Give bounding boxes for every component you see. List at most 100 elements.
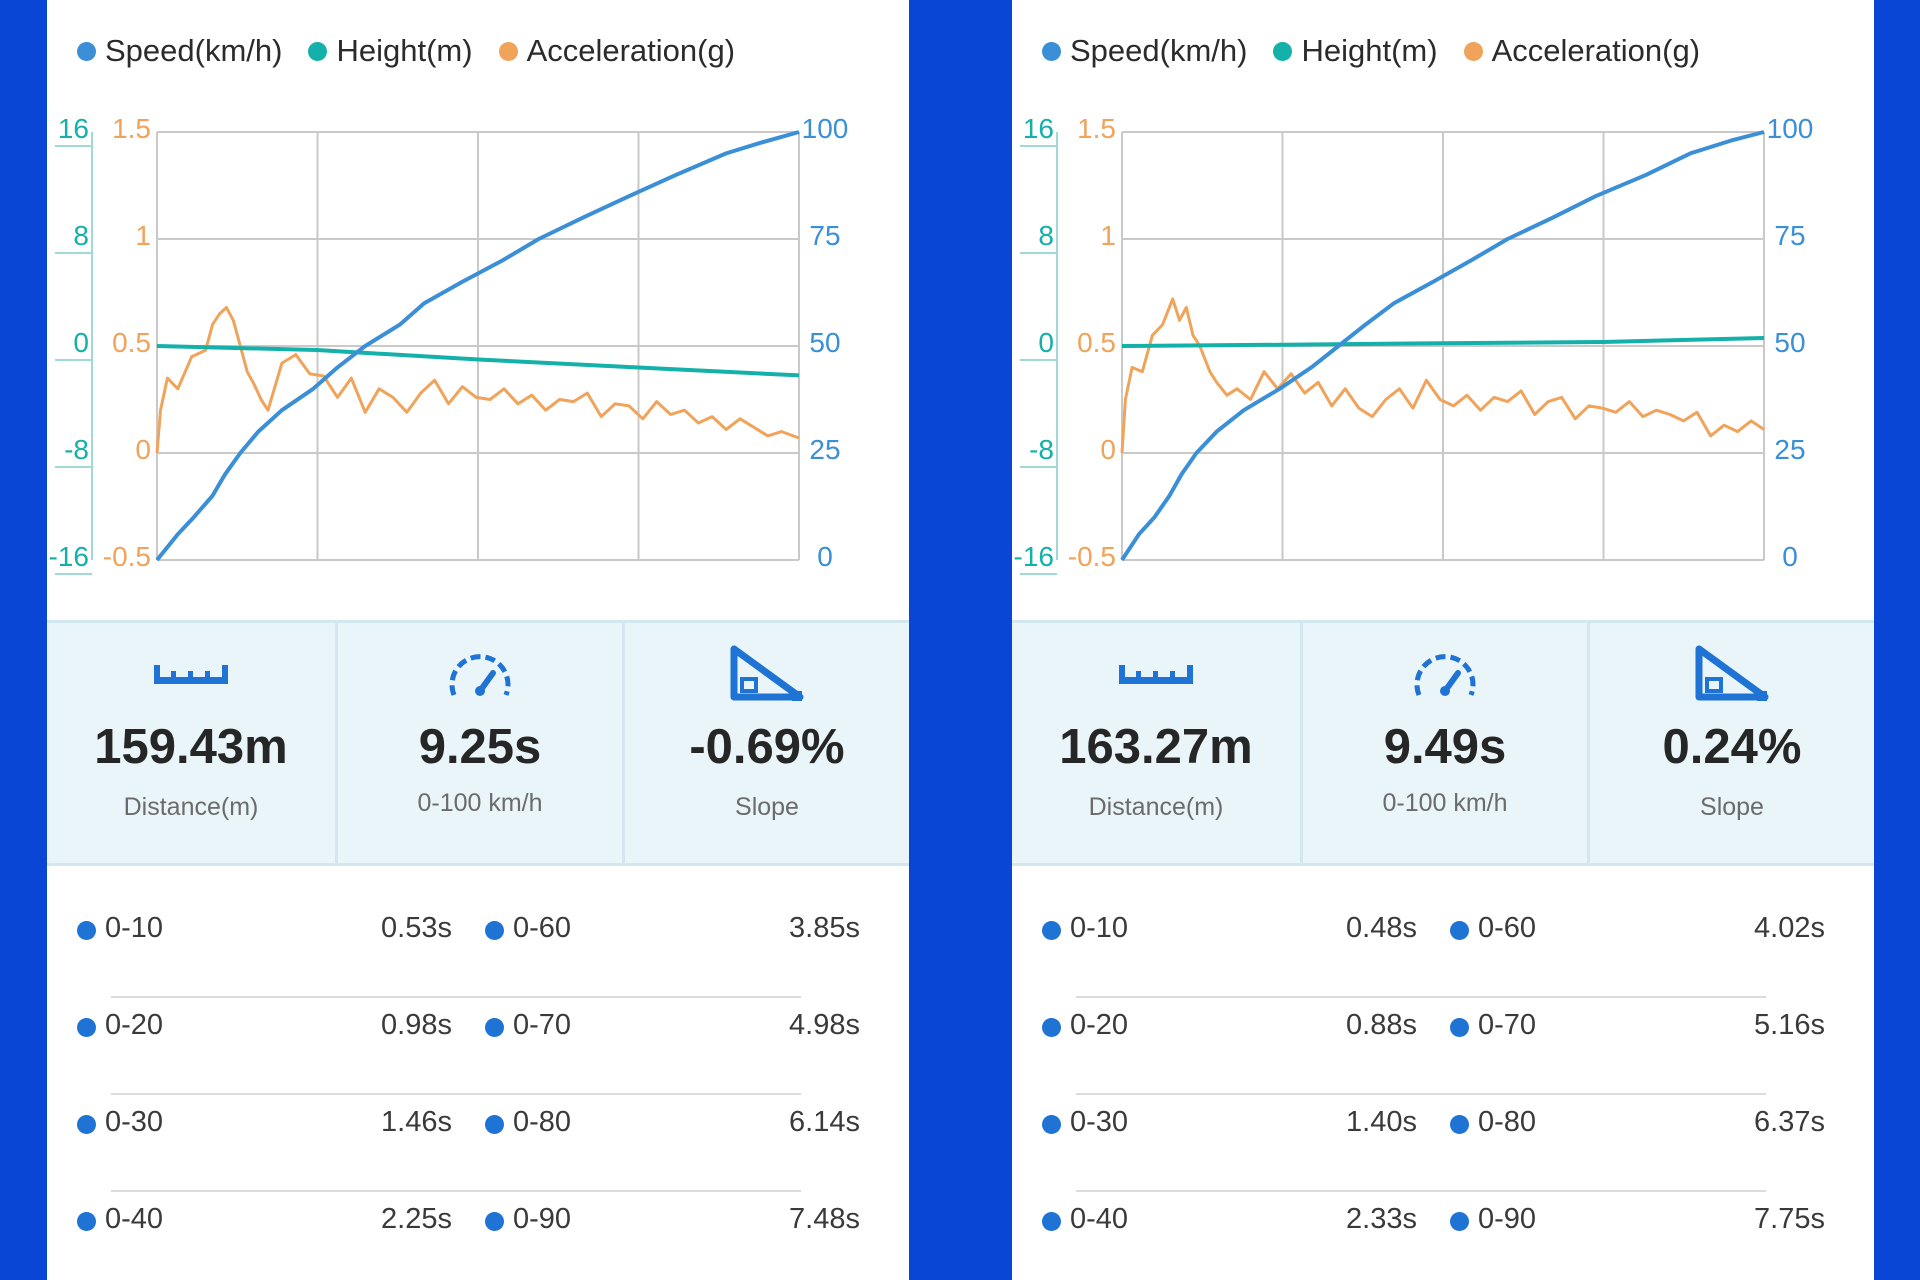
acceleration-tick-label: 1 [135,220,151,251]
height-tick-label: 8 [73,220,89,251]
legend-height[interactable]: Height(m) [308,33,473,69]
split-row: 0-10 0.53s 0-60 3.85s [47,900,909,960]
speed-tick-label: 50 [1774,327,1805,358]
split-divider [111,1093,801,1095]
height-tick-label: 8 [1038,220,1054,251]
legend-acceleration[interactable]: Acceleration(g) [498,33,736,69]
legend-acceleration[interactable]: Acceleration(g) [1463,33,1701,69]
split-bullet-icon [77,1115,96,1134]
height-tick-label: 0 [73,327,89,358]
split-label: 0-20 [105,1009,164,1041]
result-panel-right: Speed(km/h) Height(m) Acceleration(g) 16… [1012,0,1874,1280]
result-panel-left: Speed(km/h) Height(m) Acceleration(g) 16… [47,0,909,1280]
split-label: 0-30 [1070,1106,1129,1138]
performance-chart: 16 8 0 -8 -16 1.5 1 0.5 0 -0.5 100 75 50 25 0 [1014,113,1814,575]
speed-tick-label: 100 [1767,113,1814,144]
split-time: 4.02s [1754,912,1825,944]
split-time: 0.98s [381,1009,452,1041]
speedometer-icon [449,654,511,696]
legend-height-dot [1273,41,1293,61]
speed-line [155,130,800,562]
distance-label: Distance(m) [123,793,259,821]
legend-speed[interactable]: Speed(km/h) [77,33,282,69]
stat-slope: 0.24% Slope [1587,623,1874,863]
split-time: 2.33s [1346,1203,1417,1235]
performance-chart: 16 8 0 -8 -16 1.5 1 0.5 0 -0.5 100 75 50 25 0 [49,113,848,575]
legend-speed-dot [1042,41,1061,61]
chart-legend: Speed(km/h) Height(m) Acceleration(g) [77,28,761,74]
height-tick-label: -8 [1029,434,1054,465]
split-label: 0-70 [1478,1009,1537,1041]
stats-bar: 163.27m Distance(m) 9.49s 0-100 km/h 0.2… [1012,620,1874,866]
split-time: 1.40s [1346,1106,1417,1138]
legend-speed[interactable]: Speed(km/h) [1042,33,1247,69]
split-time: 0.53s [381,912,452,944]
split-label: 0-60 [1478,912,1537,944]
legend-acceleration-label: Acceleration(g) [1491,33,1701,68]
legend-height-dot [308,41,328,61]
split-bullet-icon [1450,1018,1469,1037]
split-label: 0-10 [105,912,164,944]
height-tick-label: -8 [64,434,89,465]
height-tick-label: -16 [49,541,89,572]
speed-tick-label: 50 [809,327,840,358]
acceleration-tick-label: 0 [135,434,151,465]
slope-label: Slope [735,793,799,821]
ruler-icon [154,665,228,684]
speed-tick-label: 75 [809,220,840,251]
legend-speed-label: Speed(km/h) [105,33,283,68]
slope-value: 0.24% [1662,720,1802,774]
stats-bar: 159.43m Distance(m) 9.25s 0-100 km/h -0.… [47,620,909,866]
legend-acceleration-label: Acceleration(g) [526,33,736,68]
distance-value: 159.43m [94,720,288,774]
split-time: 4.98s [789,1009,860,1041]
split-label: 0-20 [1070,1009,1129,1041]
split-divider [1076,996,1766,998]
split-bullet-icon [77,1018,96,1037]
acceleration-tick-label: 0.5 [112,327,151,358]
legend-height[interactable]: Height(m) [1273,33,1438,69]
split-row: 0-20 0.98s 0-70 4.98s [47,997,909,1057]
height-tick-label: 0 [1038,327,1054,358]
split-time: 2.25s [381,1203,452,1235]
split-label: 0-30 [105,1106,164,1138]
acceleration-tick-label: 1.5 [112,113,151,144]
split-bullet-icon [77,921,96,940]
speed-tick-label: 0 [817,541,833,572]
acceleration-tick-label: 1 [1100,220,1116,251]
split-bullet-icon [1450,921,1469,940]
height-line [156,344,800,378]
split-label: 0-80 [513,1106,572,1138]
split-label: 0-60 [513,912,572,944]
split-bullet-icon [1042,1018,1061,1037]
split-row: 0-10 0.48s 0-60 4.02s [1012,900,1874,960]
split-time: 6.37s [1754,1106,1825,1138]
acceleration-tick-label: -0.5 [1068,541,1116,572]
split-divider [1076,1190,1766,1192]
split-label: 0-40 [105,1203,164,1235]
split-bullet-icon [485,1115,504,1134]
acceleration-line [1120,297,1765,454]
slope-icon [730,645,804,701]
split-time: 7.75s [1754,1203,1825,1235]
split-divider [1076,1093,1766,1095]
split-label: 0-90 [1478,1203,1537,1235]
split-bullet-icon [1042,921,1061,940]
legend-speed-dot [77,41,96,61]
speed-tick-label: 0 [1782,541,1798,572]
zero-to-hundred-value: 9.49s [1383,720,1507,774]
split-bullet-icon [485,921,504,940]
split-label: 0-80 [1478,1106,1537,1138]
chart-legend: Speed(km/h) Height(m) Acceleration(g) [1042,28,1726,74]
acceleration-line [155,306,800,454]
split-row: 0-30 1.46s 0-80 6.14s [47,1094,909,1154]
split-bullet-icon [485,1212,504,1231]
distance-label: Distance(m) [1088,793,1224,821]
split-bullet-icon [1042,1115,1061,1134]
legend-height-label: Height(m) [336,33,473,68]
split-time: 7.48s [789,1203,860,1235]
split-time: 3.85s [789,912,860,944]
speed-line [1120,130,1765,562]
split-divider [111,1190,801,1192]
split-bullet-icon [1450,1115,1469,1134]
